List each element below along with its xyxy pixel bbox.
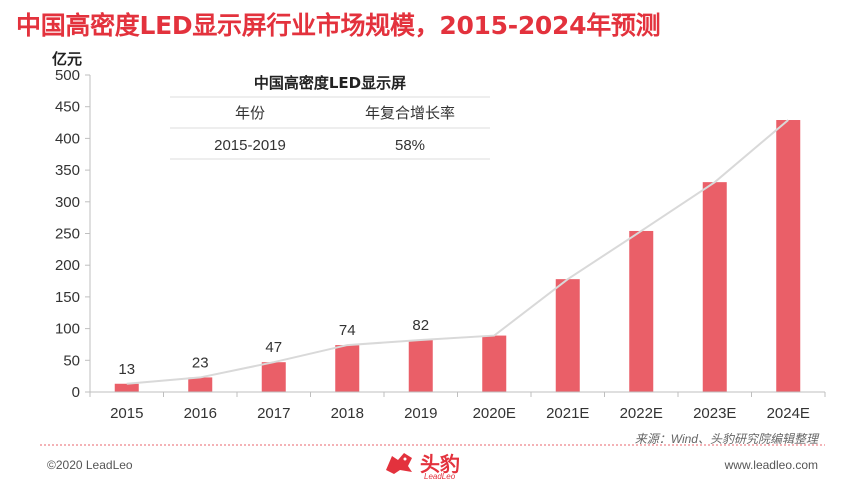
- y-tick-label: 200: [55, 257, 80, 274]
- x-tick-label: 2017: [257, 405, 290, 422]
- y-tick-label: 350: [55, 162, 80, 179]
- x-tick-label: 2019: [404, 405, 437, 422]
- y-tick-label: 250: [55, 226, 80, 243]
- bar-2016: [188, 377, 213, 392]
- data-labels: 13 23 47 74 82: [118, 317, 429, 378]
- leadleo-logo: 头豹 LeadLeo: [380, 446, 490, 482]
- bar-2024E: [776, 120, 801, 392]
- x-tick-label: 2020E: [473, 405, 516, 422]
- y-tick-label: 100: [55, 321, 80, 338]
- logo-text: 头豹: [420, 454, 460, 476]
- x-tick-label: 2018: [331, 405, 364, 422]
- website-link[interactable]: www.leadleo.com: [724, 458, 818, 472]
- inset-table-header-cagr: 年复合增长率: [365, 104, 455, 122]
- data-label-2019: 82: [412, 317, 429, 334]
- bar-2017: [261, 362, 286, 392]
- bar-2019: [408, 340, 433, 392]
- inset-table-header-year: 年份: [235, 104, 265, 122]
- inset-table-title: 中国高密度LED显示屏: [254, 74, 406, 92]
- x-tick-label: 2015: [110, 405, 143, 422]
- data-label-2018: 74: [339, 322, 356, 339]
- y-tick-label: 0: [72, 384, 80, 401]
- y-axis-unit: 亿元: [52, 51, 83, 68]
- x-tick-label: 2016: [184, 405, 217, 422]
- inset-table: 中国高密度LED显示屏 年份 年复合增长率 2015-2019 58%: [170, 74, 490, 160]
- data-label-2015: 13: [118, 361, 135, 378]
- x-tick-label: 2024E: [767, 405, 810, 422]
- y-tick-label: 500: [55, 67, 80, 84]
- bar-2022E: [629, 230, 654, 392]
- y-tick-label: 50: [63, 352, 80, 369]
- bars: [114, 120, 801, 392]
- logo-subtext: LeadLeo: [424, 472, 456, 481]
- y-tick-label: 400: [55, 130, 80, 147]
- inset-table-cell-cagr: 58%: [395, 137, 425, 154]
- bar-2018: [335, 345, 360, 392]
- leopard-icon: [386, 453, 412, 474]
- y-axis: 0 50 100 150 200 250 300 350 400 450 500: [55, 67, 91, 401]
- y-tick-label: 150: [55, 289, 80, 306]
- x-axis: 2015 2016 2017 2018 2019 2020E 2021E 2022E 2023E…: [89, 391, 826, 422]
- inset-table-cell-period: 2015-2019: [214, 137, 286, 154]
- trend-line: [126, 119, 789, 385]
- bar-2023E: [702, 182, 727, 392]
- bar-2021E: [555, 279, 580, 392]
- bar-2020E: [482, 335, 507, 392]
- trend-polyline: [126, 119, 789, 385]
- y-tick-label: 300: [55, 194, 80, 211]
- bar-2015: [114, 383, 139, 392]
- source-note: 来源：Wind、头豹研究院编辑整理: [634, 432, 818, 446]
- y-tick-label: 450: [55, 99, 80, 116]
- data-label-2017: 47: [265, 339, 282, 356]
- copyright: ©2020 LeadLeo: [47, 458, 133, 472]
- page-title: 中国高密度LED显示屏行业市场规模，2015-2024年预测: [16, 11, 661, 40]
- x-tick-label: 2023E: [693, 405, 736, 422]
- x-tick-label: 2022E: [620, 405, 663, 422]
- x-tick-label: 2021E: [546, 405, 589, 422]
- data-label-2016: 23: [192, 354, 209, 371]
